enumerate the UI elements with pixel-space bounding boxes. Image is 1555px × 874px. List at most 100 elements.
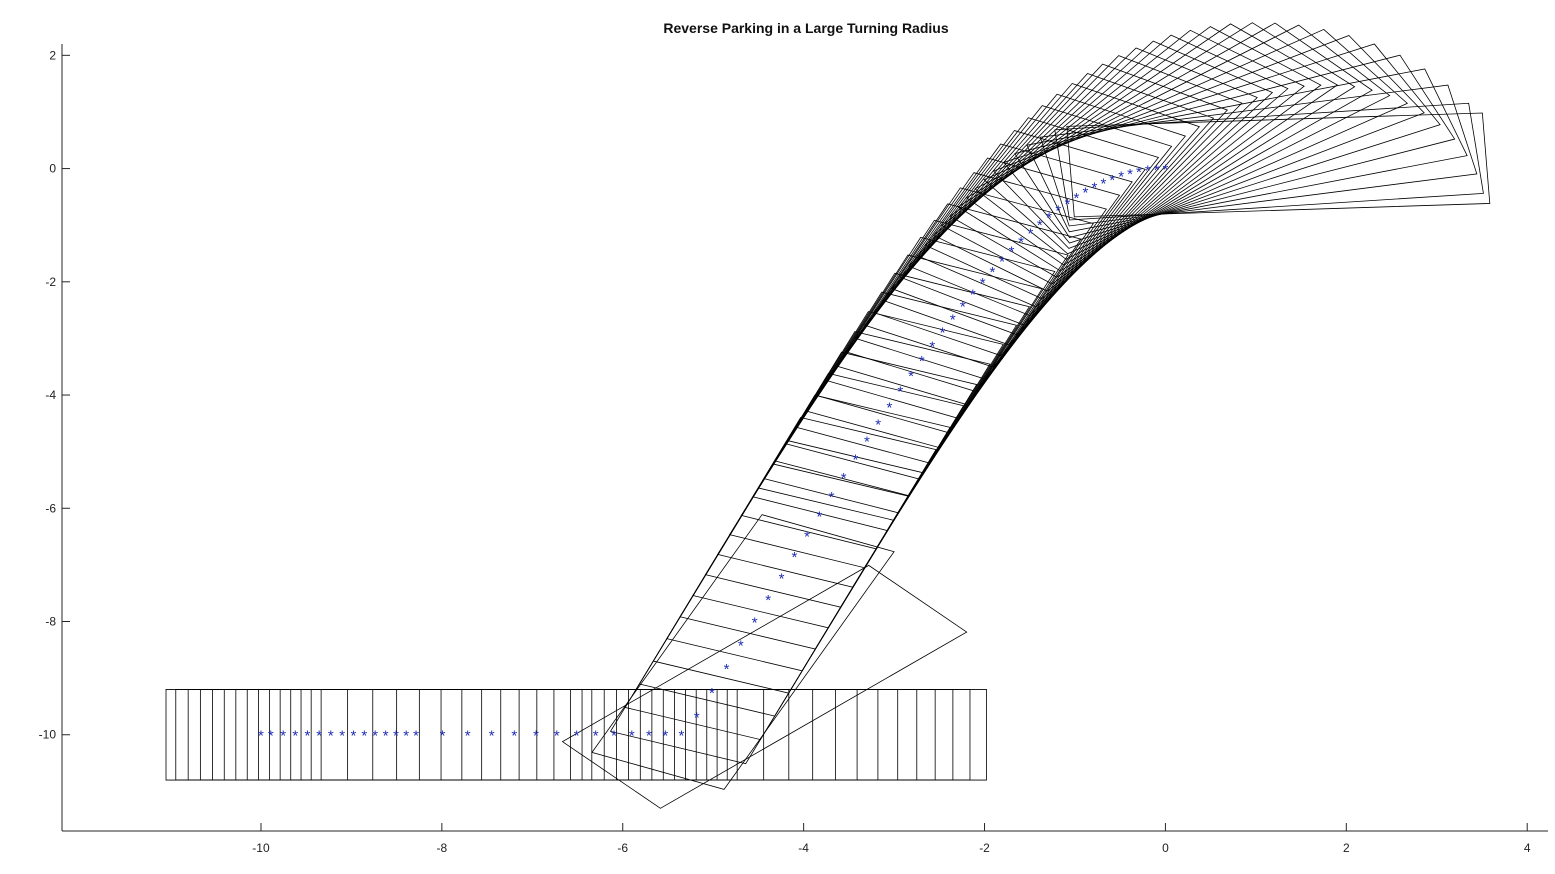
trajectory-point: * xyxy=(970,286,976,303)
vehicle-outline xyxy=(591,514,895,790)
vehicle-outline xyxy=(1003,43,1441,244)
chart-title: Reverse Parking in a Large Turning Radiu… xyxy=(663,20,948,36)
trajectory-point: * xyxy=(950,311,956,328)
y-tick-label: 2 xyxy=(49,48,56,62)
trajectory-point: * xyxy=(804,528,810,545)
trajectory-point: * xyxy=(1083,184,1089,201)
trajectory-point: * xyxy=(1064,196,1070,213)
trajectory-point: * xyxy=(465,728,471,745)
trajectory-point: * xyxy=(1091,180,1097,197)
vehicle-outline xyxy=(806,172,1108,449)
vehicle-outline xyxy=(372,689,790,781)
trajectory-point: * xyxy=(1037,217,1043,234)
y-tick-label: -2 xyxy=(45,275,56,289)
trajectory-point: * xyxy=(960,299,966,316)
trajectory-point: * xyxy=(829,489,835,506)
axes: -10 -8 -6 -4 -2 0 2 4 2 0 -2 -4 -6 -8 -10 xyxy=(39,44,1548,855)
vehicle-outline xyxy=(740,272,1030,550)
trajectory-point: * xyxy=(268,728,274,745)
vehicle-outline xyxy=(992,35,1425,249)
trajectory-point: * xyxy=(852,451,858,468)
trajectory-point: * xyxy=(765,592,771,609)
trajectory-point: * xyxy=(694,710,700,727)
trajectory-point: * xyxy=(1074,190,1080,207)
trajectory-point: * xyxy=(817,508,823,525)
trajectory-point: * xyxy=(304,728,310,745)
trajectory-point: * xyxy=(886,400,892,417)
trajectory-point: * xyxy=(292,728,298,745)
vehicle-outline xyxy=(212,689,629,781)
vehicle-outline xyxy=(609,487,895,765)
trajectory-point: * xyxy=(489,728,495,745)
trajectory-point: * xyxy=(662,728,668,745)
x-tick-label: -4 xyxy=(798,841,809,855)
trajectory-point: * xyxy=(629,728,635,745)
trajectory-point: * xyxy=(393,728,399,745)
trajectory-point: * xyxy=(339,728,345,745)
trajectory-point: * xyxy=(1009,243,1015,260)
trajectory-point: * xyxy=(1118,169,1124,186)
vehicle-outline xyxy=(561,564,968,809)
trajectory-point: * xyxy=(574,728,580,745)
trajectory-point: * xyxy=(258,728,264,745)
trajectory-point: * xyxy=(1018,234,1024,251)
trajectory-point: * xyxy=(940,325,946,342)
trajectory-point: * xyxy=(841,470,847,487)
vehicle-outline xyxy=(940,26,1322,285)
vehicle-outline xyxy=(1026,68,1468,233)
y-tick-label: -4 xyxy=(45,388,56,402)
vehicle-outline xyxy=(500,689,918,781)
vehicle-outline xyxy=(692,351,978,629)
trajectory-point: * xyxy=(328,728,334,745)
trajectory-point: * xyxy=(1055,202,1061,219)
vehicle-outline xyxy=(907,47,1258,317)
y-tick-label: -8 xyxy=(45,615,56,629)
trajectory-point: * xyxy=(372,728,378,745)
trajectory-markers: ****************************************… xyxy=(258,162,1168,745)
vehicle-outline xyxy=(916,40,1274,308)
vehicle-outline xyxy=(165,689,583,781)
trajectory-point: * xyxy=(403,728,409,745)
trajectory-point: * xyxy=(929,338,935,355)
vehicle-outline xyxy=(1014,54,1456,238)
vehicle-outline xyxy=(728,291,1018,569)
trajectory-point: * xyxy=(980,275,986,292)
vehicle-outline xyxy=(704,331,991,608)
trajectory-point: * xyxy=(864,434,870,451)
trajectory-point: * xyxy=(1145,163,1151,180)
trajectory-point: * xyxy=(440,728,446,745)
trajectory-point: * xyxy=(897,384,903,401)
trajectory-point: * xyxy=(1154,162,1160,179)
trajectory-point: * xyxy=(724,661,730,678)
vehicle-outline xyxy=(924,34,1289,300)
trajectory-point: * xyxy=(383,728,389,745)
y-tick-label: -6 xyxy=(45,501,56,515)
trajectory-point: * xyxy=(779,570,785,587)
trajectory-point: * xyxy=(1046,209,1052,226)
vehicle-outline xyxy=(1066,112,1491,218)
trajectory-point: * xyxy=(989,264,995,281)
trajectory-point: * xyxy=(1028,225,1034,242)
vehicle-outline xyxy=(1054,102,1484,221)
trajectory-point: * xyxy=(593,728,599,745)
trajectory-point: * xyxy=(611,728,617,745)
y-tick-label: -10 xyxy=(39,728,57,742)
trajectory-point: * xyxy=(875,416,881,433)
x-tick-label: -2 xyxy=(979,841,990,855)
vehicle-outlines xyxy=(165,22,1491,809)
trajectory-point: * xyxy=(1162,162,1168,179)
trajectory-point: * xyxy=(709,685,715,702)
trajectory-point: * xyxy=(1136,164,1142,181)
trajectory-point: * xyxy=(280,728,286,745)
vehicle-outline xyxy=(716,311,1004,588)
trajectory-point: * xyxy=(999,253,1005,270)
trajectory-point: * xyxy=(1109,172,1115,189)
trajectory-point: * xyxy=(678,728,684,745)
x-tick-label: 2 xyxy=(1343,841,1350,855)
trajectory-point: * xyxy=(361,728,367,745)
trajectory-point: * xyxy=(738,637,744,654)
x-tick-label: 4 xyxy=(1524,841,1531,855)
vehicle-outline xyxy=(983,28,1409,255)
vehicle-outline xyxy=(1039,84,1478,227)
